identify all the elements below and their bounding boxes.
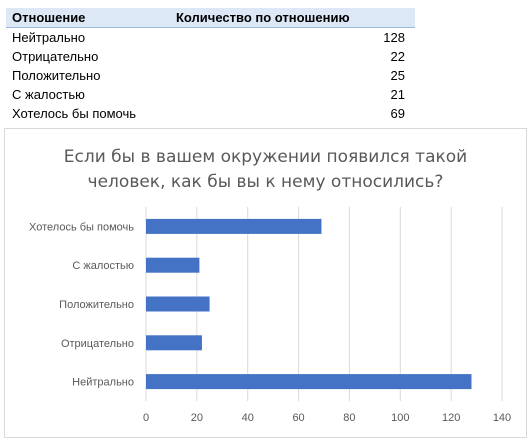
row-value: 22 bbox=[390, 49, 405, 64]
x-tick-label: 120 bbox=[442, 412, 460, 424]
row-label: Хотелось бы помочь bbox=[12, 106, 137, 121]
table-row: Отрицательно 22 bbox=[6, 47, 415, 66]
bar bbox=[146, 374, 472, 390]
chart-title-line2: человек, как бы вы к нему относились? bbox=[87, 172, 444, 192]
row-value: 25 bbox=[390, 68, 405, 83]
x-tick-label: 0 bbox=[143, 412, 149, 424]
chart-title: Если бы в вашем окружении появился такой… bbox=[5, 145, 526, 195]
y-category-label: Положительно bbox=[59, 299, 134, 311]
bar bbox=[146, 257, 200, 273]
x-tick-label: 60 bbox=[292, 412, 304, 424]
bar-chart: 0 20 40 60 80 100 120 140 Хотелось бы помочь С жа… bbox=[29, 207, 511, 424]
row-value: 69 bbox=[390, 106, 405, 121]
table-row: С жалостью 21 bbox=[6, 85, 415, 104]
y-category-label: Отрицательно bbox=[61, 338, 134, 350]
header-relation: Отношение bbox=[12, 10, 86, 25]
bar bbox=[146, 335, 202, 351]
row-label: Отрицательно bbox=[12, 49, 99, 64]
table-row: Хотелось бы помочь 69 bbox=[6, 104, 415, 123]
table-row: Нейтрально 128 bbox=[6, 28, 415, 47]
x-tick-label: 80 bbox=[343, 412, 355, 424]
row-label: С жалостью bbox=[12, 87, 85, 102]
bar bbox=[146, 296, 210, 312]
table-row: Положительно 25 bbox=[6, 66, 415, 85]
row-value: 21 bbox=[390, 87, 405, 102]
table-header: Отношение Количество по отношению bbox=[6, 8, 415, 28]
header-count: Количество по отношению bbox=[176, 10, 350, 25]
row-value: 128 bbox=[383, 30, 405, 45]
chart-title-line1: Если бы в вашем окружении появился такой bbox=[63, 147, 468, 167]
x-tick-label: 140 bbox=[493, 412, 511, 424]
row-label: Положительно bbox=[12, 68, 101, 83]
y-category-label: С жалостью bbox=[72, 260, 134, 272]
x-tick-label: 40 bbox=[242, 412, 254, 424]
row-label: Нейтрально bbox=[12, 30, 86, 45]
x-tick-label: 100 bbox=[391, 412, 409, 424]
bar bbox=[146, 218, 322, 234]
chart-area[interactable]: Если бы в вашем окружении появился такой… bbox=[4, 128, 527, 438]
y-category-label: Хотелось бы помочь bbox=[29, 221, 134, 233]
data-table: Отношение Количество по отношению Нейтра… bbox=[6, 8, 415, 123]
x-tick-label: 20 bbox=[191, 412, 203, 424]
y-category-label: Нейтрально bbox=[72, 377, 134, 389]
